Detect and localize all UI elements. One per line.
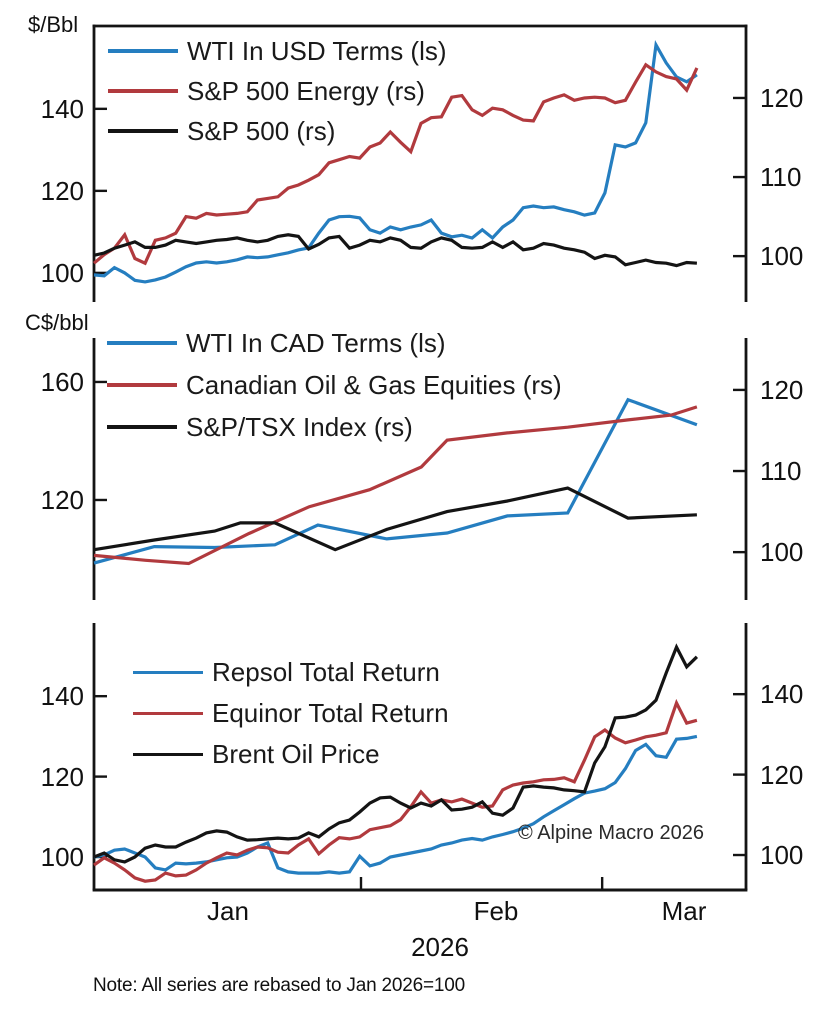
legend-label: Equinor Total Return [212, 698, 449, 728]
legend-swatch-black [108, 129, 178, 133]
series-line-red [92, 62, 699, 266]
series-line-black [93, 233, 698, 268]
legend-swatch-black [107, 425, 177, 429]
series-line-black [93, 643, 699, 864]
legend-item: Equinor Total Return [133, 693, 449, 734]
series-line-black [93, 486, 697, 552]
legend-swatch-blue [133, 670, 203, 675]
legend-item: Repsol Total Return [133, 652, 449, 693]
legend-swatch-blue [108, 49, 178, 53]
series-line-blue [93, 39, 698, 284]
legend-label: Repsol Total Return [212, 657, 440, 687]
legend-label: S&P/TSX Index (rs) [186, 411, 413, 442]
left-axis-unit-panel-1: $/Bbl [28, 12, 79, 37]
legend-item: Brent Oil Price [133, 734, 449, 775]
left-axis-unit-panel-2: C$/bbl [25, 310, 89, 335]
legend-panel-1: WTI In USD Terms (ls) S&P 500 Energy (rs… [108, 31, 447, 151]
legend-label: Brent Oil Price [212, 739, 380, 769]
legend-label: WTI In USD Terms (ls) [187, 35, 447, 66]
series-line-red [93, 698, 698, 883]
legend-swatch-red [133, 711, 203, 716]
legend-swatch-blue [107, 341, 177, 345]
legend-label: Canadian Oil & Gas Equities (rs) [186, 369, 562, 400]
legend-panel-2: WTI In CAD Terms (ls) Canadian Oil & Gas… [107, 322, 562, 448]
series-line-blue [93, 734, 698, 875]
series-line-red [93, 405, 698, 566]
legend-swatch-black [133, 752, 203, 757]
series-line-blue [93, 397, 698, 565]
legend-panel-3: Repsol Total Return Equinor Total Return… [133, 652, 449, 775]
legend-label: WTI In CAD Terms (ls) [186, 327, 446, 358]
legend-item: WTI In CAD Terms (ls) [107, 322, 562, 364]
legend-swatch-red [107, 383, 177, 387]
legend-label: S&P 500 Energy (rs) [187, 75, 425, 106]
legend-item: Canadian Oil & Gas Equities (rs) [107, 364, 562, 406]
legend-swatch-red [108, 89, 178, 93]
copyright-watermark: © Alpine Macro 2026 [518, 822, 704, 844]
legend-item: S&P 500 Energy (rs) [108, 71, 447, 111]
legend-label: S&P 500 (rs) [187, 115, 336, 146]
legend-item: S&P/TSX Index (rs) [107, 406, 562, 448]
legend-item: WTI In USD Terms (ls) [108, 31, 447, 71]
footnote: Note: All series are rebased to Jan 2026… [93, 975, 465, 996]
legend-item: S&P 500 (rs) [108, 111, 447, 151]
